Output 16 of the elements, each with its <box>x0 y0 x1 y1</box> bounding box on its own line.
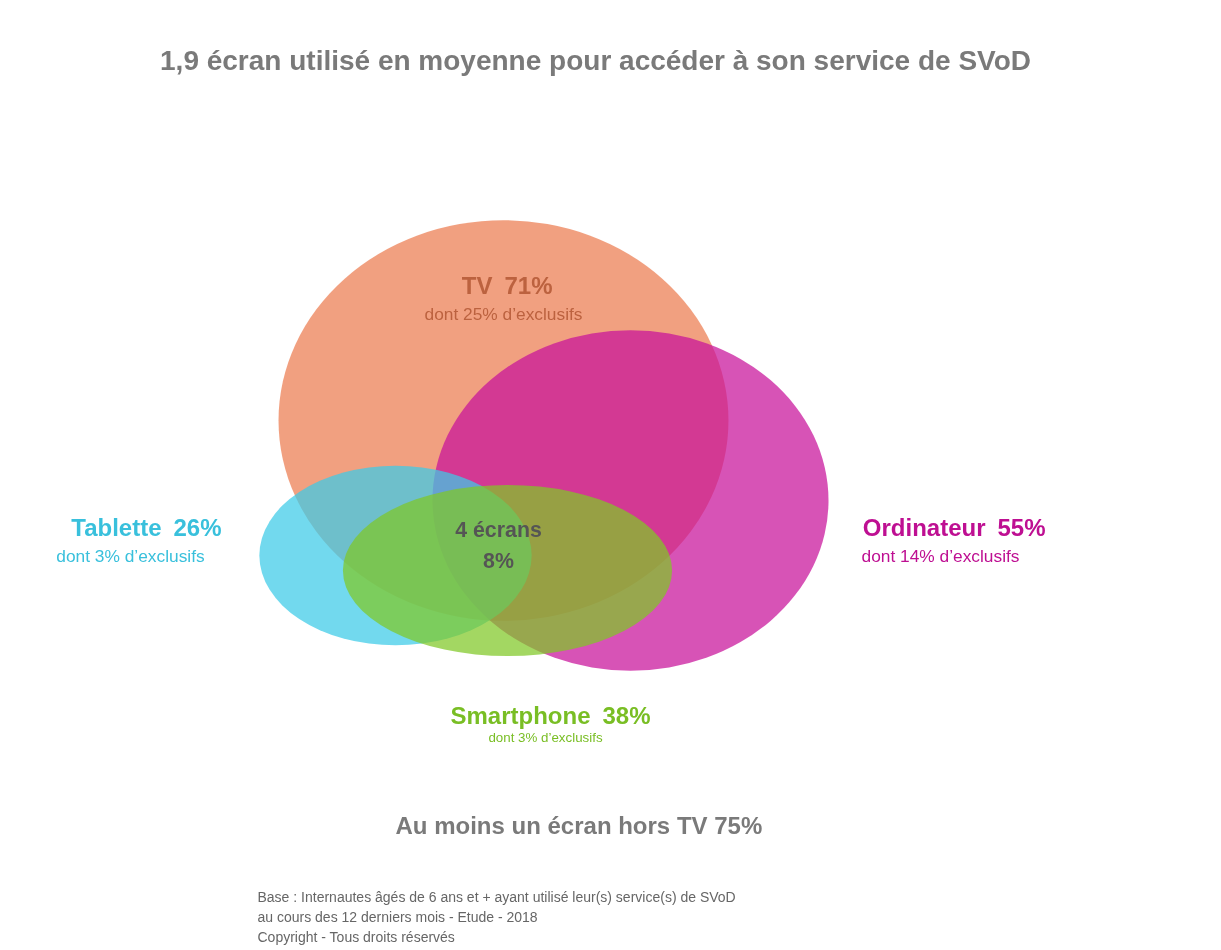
data-label: 26% <box>173 514 222 541</box>
category-label: TV <box>461 272 493 299</box>
text: Au moins un écran hors TV 75% <box>395 812 763 839</box>
text: Base : Internautes âgés de 6 ans et + ayant utilisé leur(s) service(s) de SVoD au cours des 12 derniers mois - Etude - 2018 Copyright - Tous droits réservés <box>257 888 736 945</box>
category-label: Ordinateur <box>862 514 986 541</box>
text: dont 14% d’exclusifs <box>861 545 1020 566</box>
text: dont 3% d’exclusifs <box>488 730 603 745</box>
category-label: Tablette <box>71 514 162 541</box>
text: 1,9 écran utilisé en moyenne pour accéder à son service de SVoD <box>160 45 1031 76</box>
text: dont 25% d’exclusifs <box>424 303 583 324</box>
category-label: Smartphone <box>450 702 591 729</box>
data-label: 71% <box>504 272 553 299</box>
data-label: 38% <box>602 702 651 729</box>
data-label: 55% <box>997 514 1046 541</box>
text: dont 3% d’exclusifs <box>56 545 205 566</box>
text: 4 écrans 8% <box>455 517 542 574</box>
